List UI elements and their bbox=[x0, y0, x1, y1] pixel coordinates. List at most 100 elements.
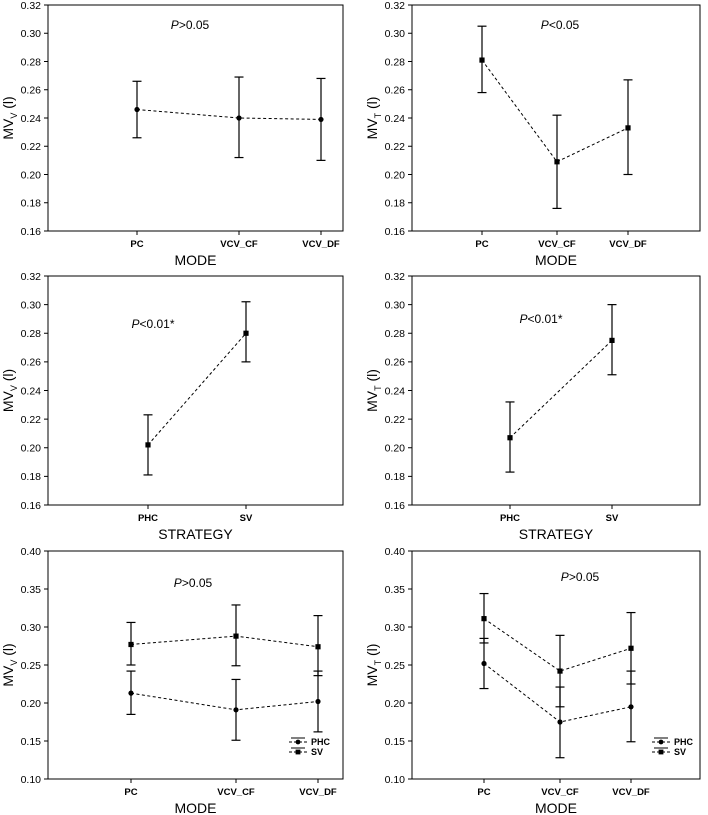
p-value-annotation: P>0.05 bbox=[561, 570, 600, 584]
series-line bbox=[509, 340, 613, 439]
y-tick-label: 0.16 bbox=[21, 500, 42, 512]
y-tick-label: 0.18 bbox=[385, 471, 406, 483]
series-main bbox=[132, 76, 326, 161]
y-tick-label: 0.15 bbox=[385, 736, 406, 748]
y-tick-label: 0.30 bbox=[21, 299, 42, 311]
legend-label: SV bbox=[311, 747, 323, 757]
p-value-annotation: P<0.01* bbox=[131, 317, 174, 331]
y-tick-label: 0.20 bbox=[385, 698, 406, 710]
data-point bbox=[134, 106, 140, 113]
y-tick-label: 0.30 bbox=[385, 28, 406, 40]
data-point bbox=[128, 641, 134, 648]
x-tick-label: SV bbox=[606, 513, 619, 524]
legend-label: SV bbox=[674, 747, 686, 757]
y-tick-label: 0.28 bbox=[385, 328, 406, 340]
data-point bbox=[243, 330, 249, 336]
y-tick-label: 0.32 bbox=[21, 271, 42, 283]
series-line bbox=[130, 692, 319, 711]
y-tick-label: 0.16 bbox=[385, 500, 406, 512]
y-tick-label: 0.10 bbox=[21, 774, 42, 786]
data-point bbox=[628, 704, 634, 710]
x-tick-label: VCV_DF bbox=[299, 787, 337, 798]
y-tick-label: 0.40 bbox=[21, 546, 42, 558]
y-axis-label: MVT (l) bbox=[364, 97, 383, 140]
data-point bbox=[507, 435, 513, 441]
x-tick-label: VCV_DF bbox=[302, 239, 340, 250]
legend-marker bbox=[658, 749, 664, 755]
y-tick-label: 0.26 bbox=[21, 357, 42, 369]
y-tick-label: 0.16 bbox=[21, 226, 42, 238]
y-axis-label: MVV (l) bbox=[0, 96, 19, 139]
y-tick-label: 0.26 bbox=[385, 357, 406, 369]
legend-marker bbox=[658, 739, 664, 745]
series-phc bbox=[479, 637, 636, 759]
y-tick-label: 0.15 bbox=[21, 736, 42, 748]
x-tick-label: PC bbox=[475, 239, 488, 250]
y-tick-label: 0.24 bbox=[21, 385, 42, 397]
y-tick-label: 0.22 bbox=[21, 141, 42, 153]
x-axis-label: MODE bbox=[535, 800, 577, 815]
x-tick-label: VCV_DF bbox=[609, 239, 647, 250]
plot-frame bbox=[411, 550, 701, 780]
legend-marker bbox=[295, 749, 301, 755]
chart-panel-5: 0.10 0.15 0.20 0.25 0.30 0.35 0.40 PC VCV_CF VCV_… bbox=[0, 546, 344, 815]
data-point bbox=[557, 719, 563, 725]
y-tick-label: 0.30 bbox=[385, 622, 406, 634]
y-tick-label: 0.30 bbox=[21, 28, 42, 40]
y-tick-label: 0.24 bbox=[385, 113, 406, 125]
y-tick-label: 0.18 bbox=[385, 198, 406, 210]
x-tick-label: PHC bbox=[500, 513, 520, 524]
y-tick-label: 0.10 bbox=[385, 774, 406, 786]
legend-label: PHC bbox=[674, 737, 694, 747]
data-point bbox=[625, 125, 631, 131]
y-axis-label: MVT (l) bbox=[364, 369, 383, 412]
plot-frame bbox=[47, 4, 344, 232]
y-tick-label: 0.20 bbox=[385, 443, 406, 455]
p-value-annotation: P>0.05 bbox=[174, 576, 213, 590]
data-point bbox=[236, 115, 242, 121]
y-tick-label: 0.24 bbox=[385, 385, 406, 397]
x-axis-label: MODE bbox=[175, 252, 217, 268]
series-phc bbox=[126, 670, 323, 741]
y-tick-label: 0.25 bbox=[21, 660, 42, 672]
data-point bbox=[554, 159, 560, 165]
series-line bbox=[483, 618, 632, 672]
p-value-annotation: P<0.01* bbox=[519, 312, 562, 326]
y-tick-label: 0.28 bbox=[21, 328, 42, 340]
series-line bbox=[136, 109, 322, 120]
p-value-annotation: P<0.05 bbox=[541, 18, 580, 32]
p-value-annotation: P>0.05 bbox=[171, 18, 210, 32]
x-tick-label: VCV_CF bbox=[217, 787, 255, 798]
y-tick-label: 0.32 bbox=[385, 271, 406, 283]
plot-frame bbox=[411, 4, 701, 232]
y-tick-label: 0.20 bbox=[21, 443, 42, 455]
x-axis-label: STRATEGY bbox=[158, 526, 233, 542]
y-tick-label: 0.40 bbox=[385, 546, 406, 558]
data-point bbox=[557, 668, 563, 674]
y-tick-label: 0.22 bbox=[21, 414, 42, 426]
y-tick-label: 0.26 bbox=[385, 85, 406, 97]
y-tick-label: 0.32 bbox=[385, 0, 406, 12]
x-tick-label: VCV_CF bbox=[538, 239, 576, 250]
data-point bbox=[481, 660, 487, 667]
series-line bbox=[130, 635, 319, 648]
y-tick-label: 0.20 bbox=[21, 698, 42, 710]
series-main bbox=[505, 304, 617, 473]
data-point bbox=[315, 644, 321, 650]
data-point bbox=[481, 616, 487, 622]
series-main bbox=[143, 301, 251, 476]
y-tick-label: 0.30 bbox=[21, 622, 42, 634]
y-tick-label: 0.18 bbox=[21, 198, 42, 210]
x-tick-label: VCV_CF bbox=[220, 239, 258, 250]
chart-panel-6: 0.10 0.15 0.20 0.25 0.30 0.35 0.40 PC VCV_CF VCV_… bbox=[364, 546, 701, 815]
y-tick-label: 0.16 bbox=[385, 226, 406, 238]
data-point bbox=[479, 57, 485, 63]
x-axis-label: MODE bbox=[535, 252, 577, 268]
data-point bbox=[628, 645, 634, 651]
y-tick-label: 0.28 bbox=[21, 56, 42, 68]
x-tick-label: PC bbox=[130, 239, 143, 250]
x-tick-label: PHC bbox=[138, 513, 158, 524]
chart-panel-4: 0.16 0.18 0.20 0.22 0.24 0.26 0.28 0.30 0.32 PHC S… bbox=[364, 271, 701, 542]
y-axis-label: MVT (l) bbox=[364, 644, 383, 687]
